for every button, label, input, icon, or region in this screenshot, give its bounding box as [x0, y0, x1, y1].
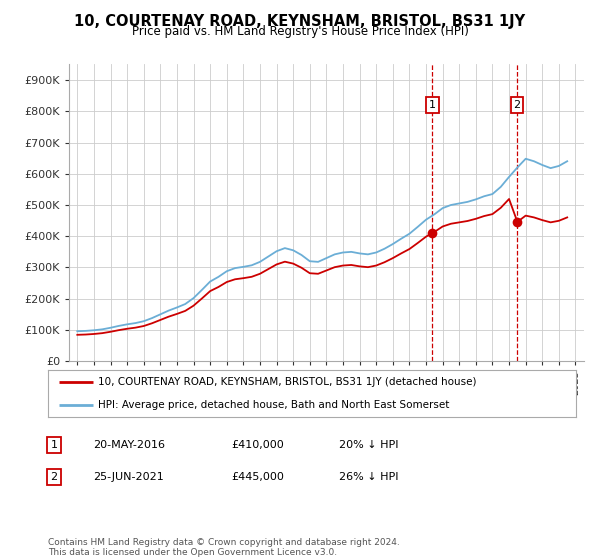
Text: 20% ↓ HPI: 20% ↓ HPI [339, 440, 398, 450]
Text: 20-MAY-2016: 20-MAY-2016 [93, 440, 165, 450]
Text: Price paid vs. HM Land Registry's House Price Index (HPI): Price paid vs. HM Land Registry's House … [131, 25, 469, 38]
Text: Contains HM Land Registry data © Crown copyright and database right 2024.
This d: Contains HM Land Registry data © Crown c… [48, 538, 400, 557]
Text: 26% ↓ HPI: 26% ↓ HPI [339, 472, 398, 482]
Text: £410,000: £410,000 [231, 440, 284, 450]
Text: £445,000: £445,000 [231, 472, 284, 482]
Text: 2: 2 [514, 100, 521, 110]
Text: 10, COURTENAY ROAD, KEYNSHAM, BRISTOL, BS31 1JY: 10, COURTENAY ROAD, KEYNSHAM, BRISTOL, B… [74, 14, 526, 29]
Text: 1: 1 [429, 100, 436, 110]
Text: 1: 1 [50, 440, 58, 450]
Text: 10, COURTENAY ROAD, KEYNSHAM, BRISTOL, BS31 1JY (detached house): 10, COURTENAY ROAD, KEYNSHAM, BRISTOL, B… [98, 377, 476, 388]
Text: HPI: Average price, detached house, Bath and North East Somerset: HPI: Average price, detached house, Bath… [98, 400, 449, 410]
Text: 2: 2 [50, 472, 58, 482]
Text: 25-JUN-2021: 25-JUN-2021 [93, 472, 164, 482]
